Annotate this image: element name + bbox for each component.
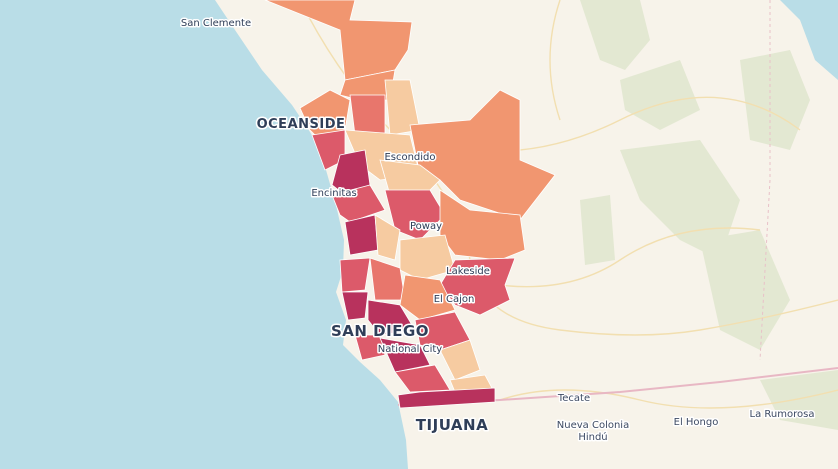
place-label: La Rumorosa: [750, 409, 815, 420]
sea-corner: [780, 0, 838, 80]
place-label: San Clemente: [181, 18, 251, 29]
choropleth: [264, 0, 556, 409]
place-label: National City: [378, 344, 443, 355]
city-label: TIJUANA: [416, 416, 488, 434]
ocean: [0, 0, 408, 469]
place-label: Escondido: [384, 152, 435, 163]
place-label: El Cajon: [434, 294, 475, 305]
city-label: SAN DIEGO: [331, 322, 429, 340]
place-label: Nueva Colonia: [557, 420, 629, 431]
place-label: Tecate: [557, 393, 590, 404]
place-label: El Hongo: [674, 417, 719, 428]
county-line: [759, 0, 771, 361]
place-label: Hindú: [578, 431, 607, 443]
place-label: Lakeside: [446, 266, 490, 277]
place-label: Encinitas: [311, 188, 356, 199]
green-areas: [580, 0, 838, 430]
place-labels: San Clemente OCEANSIDE Escondido Encinit…: [179, 17, 816, 445]
city-label: OCEANSIDE: [257, 117, 346, 132]
place-label: Poway: [410, 221, 442, 232]
